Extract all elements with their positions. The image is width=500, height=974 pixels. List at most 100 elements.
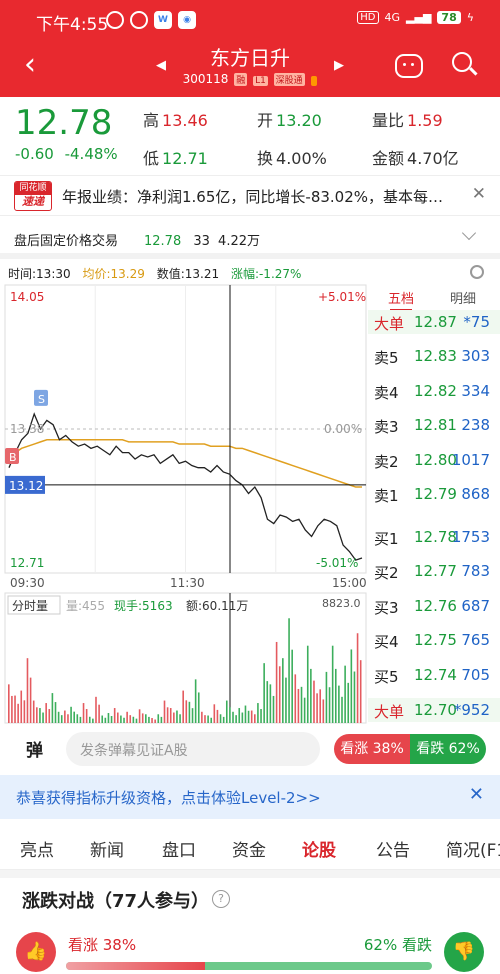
turnover-value: 4.00% — [276, 149, 327, 168]
order-volume: 868 — [461, 485, 490, 503]
ask-row-2[interactable]: 卖2 12.80 1017 — [368, 448, 500, 472]
bid-row-1[interactable]: 买1 12.78 1753 — [368, 525, 500, 549]
promo-text[interactable]: 恭喜获得指标升级资格，点击体验Level-2>> — [16, 789, 321, 807]
close-icon[interactable]: ✕ — [471, 184, 486, 204]
status-icons: W ◉ — [106, 11, 196, 29]
danmaku-toggle-icon[interactable]: 弹 — [26, 741, 43, 761]
bid-row-2[interactable]: 买2 12.77 783 — [368, 559, 500, 583]
open-value: 13.20 — [276, 111, 322, 130]
volume-bar — [207, 715, 209, 723]
next-stock-arrow-icon[interactable]: ▶ — [334, 58, 344, 73]
bottom-large-order[interactable]: 大单 12.70 *952 — [368, 698, 500, 722]
back-arrow-icon[interactable]: ‹ — [24, 47, 36, 82]
order-volume: 1017 — [451, 451, 490, 469]
volume-bar — [269, 684, 272, 723]
volume-bar — [85, 709, 88, 723]
order-price: 12.83 — [414, 347, 457, 365]
order-volume: 705 — [461, 666, 490, 684]
order-book-tabs: 五档 明细 — [368, 284, 500, 311]
tab-profile[interactable]: 简况(F10) — [446, 841, 500, 861]
ask-row-1[interactable]: 卖1 12.79 868 — [368, 482, 500, 506]
bid-row-3[interactable]: 买3 12.76 687 — [368, 594, 500, 618]
volume-bar — [179, 714, 181, 723]
volume-bar — [169, 708, 172, 723]
avg-price-line — [8, 438, 362, 488]
order-level-label: 买1 — [374, 530, 399, 548]
volume-bar — [126, 711, 128, 723]
vote-bullish-button[interactable]: 看涨 38% — [334, 734, 410, 764]
price-line — [8, 412, 363, 561]
order-volume: 687 — [461, 597, 490, 615]
after-hours-trading[interactable]: 盘后固定价格交易 12.78 33 4.22万 — [0, 215, 500, 259]
volume-bar — [145, 714, 147, 723]
volume-bar — [160, 716, 163, 723]
order-price: 12.87 — [414, 313, 457, 331]
crosshair-value: 数值:13.21 — [156, 267, 220, 281]
content-tabs: 亮点 新闻 盘口 资金 论股 公告 简况(F10) — [0, 826, 500, 873]
volume-bar — [328, 687, 331, 723]
order-price: 12.81 — [414, 416, 457, 434]
gear-icon[interactable] — [470, 265, 484, 279]
volume-bar — [288, 618, 290, 723]
volume-bar — [225, 700, 228, 723]
order-price: 12.80 — [414, 451, 457, 469]
bid-row-4[interactable]: 买4 12.75 765 — [368, 628, 500, 652]
volume-bar — [107, 713, 110, 723]
level2-promo-banner[interactable]: 恭喜获得指标升级资格，点击体验Level-2>> ✕ — [0, 775, 500, 819]
volume-bar — [350, 649, 353, 723]
volume-bar — [297, 688, 300, 723]
top-large-order[interactable]: 大单 12.87 *75 — [368, 310, 500, 334]
vote-bearish-button[interactable]: 看跌 62% — [410, 734, 486, 764]
battle-ratio-bar — [66, 962, 432, 970]
tab-details[interactable]: 明细 — [450, 292, 477, 307]
volume-bar — [48, 709, 51, 723]
intraday-chart[interactable]: 13.12 14.05 +5.01% 13.38 0.00% 12.71 -5.01% B S 0… — [0, 281, 368, 725]
volume-bar — [51, 693, 54, 723]
volume-bar — [306, 645, 309, 723]
volume-bar — [353, 671, 356, 723]
ask-row-4[interactable]: 卖4 12.82 334 — [368, 379, 500, 403]
volume-bar — [42, 712, 44, 723]
danmaku-bar: 弹 发条弹幕见证A股 看涨 38% 看跌 62% — [0, 728, 500, 772]
news-ticker[interactable]: 同花顺 速递 年报业绩：净利润1.65亿，同比增长-83.02%，基本每… ✕ — [0, 175, 500, 215]
news-badge-logo: 同花顺 速递 — [14, 181, 52, 211]
search-icon[interactable] — [452, 52, 472, 72]
ask-row-3[interactable]: 卖3 12.81 238 — [368, 413, 500, 437]
low-value: 12.71 — [162, 149, 208, 168]
volume-tab-box — [7, 595, 61, 615]
tab-funds[interactable]: 资金 — [232, 841, 266, 861]
volume-bar — [60, 715, 63, 723]
volume-bar — [250, 710, 253, 723]
close-icon[interactable]: ✕ — [468, 784, 484, 805]
volume-bar — [11, 695, 13, 723]
tab-five-levels[interactable]: 五档 — [388, 288, 414, 311]
volume-bar — [285, 677, 287, 723]
prev-stock-arrow-icon[interactable]: ◀ — [156, 58, 166, 73]
news-text[interactable]: 年报业绩：净利润1.65亿，同比增长-83.02%，基本每… — [62, 188, 444, 206]
help-icon[interactable]: ? — [212, 890, 230, 908]
x-mid-label: 11:30 — [170, 576, 205, 590]
tab-announcements[interactable]: 公告 — [376, 841, 410, 861]
volume-bar — [163, 700, 166, 723]
tab-handicap[interactable]: 盘口 — [162, 841, 196, 861]
volume-bar — [334, 668, 337, 723]
bid-row-5[interactable]: 买5 12.74 705 — [368, 663, 500, 687]
volume-bar — [194, 679, 197, 723]
tab-news[interactable]: 新闻 — [90, 841, 124, 861]
tab-discussion[interactable]: 论股 — [302, 836, 336, 873]
volume-bar — [322, 699, 325, 723]
volume-bar — [98, 704, 100, 723]
volume-bar — [157, 714, 160, 723]
danmaku-input[interactable]: 发条弹幕见证A股 — [66, 732, 320, 766]
volume-bar — [229, 707, 231, 723]
notification-icon — [106, 11, 124, 29]
order-level-label: 卖2 — [374, 453, 399, 471]
volume-bar — [241, 712, 244, 723]
order-price: 12.70 — [414, 701, 457, 719]
ask-row-5[interactable]: 卖5 12.83 303 — [368, 344, 500, 368]
thumbs-down-icon[interactable]: 👎 — [444, 932, 484, 972]
thumbs-up-icon[interactable]: 👍 — [16, 932, 56, 972]
chevron-down-icon[interactable] — [461, 225, 477, 241]
robot-assistant-icon[interactable] — [395, 54, 423, 78]
tab-highlights[interactable]: 亮点 — [20, 841, 54, 861]
